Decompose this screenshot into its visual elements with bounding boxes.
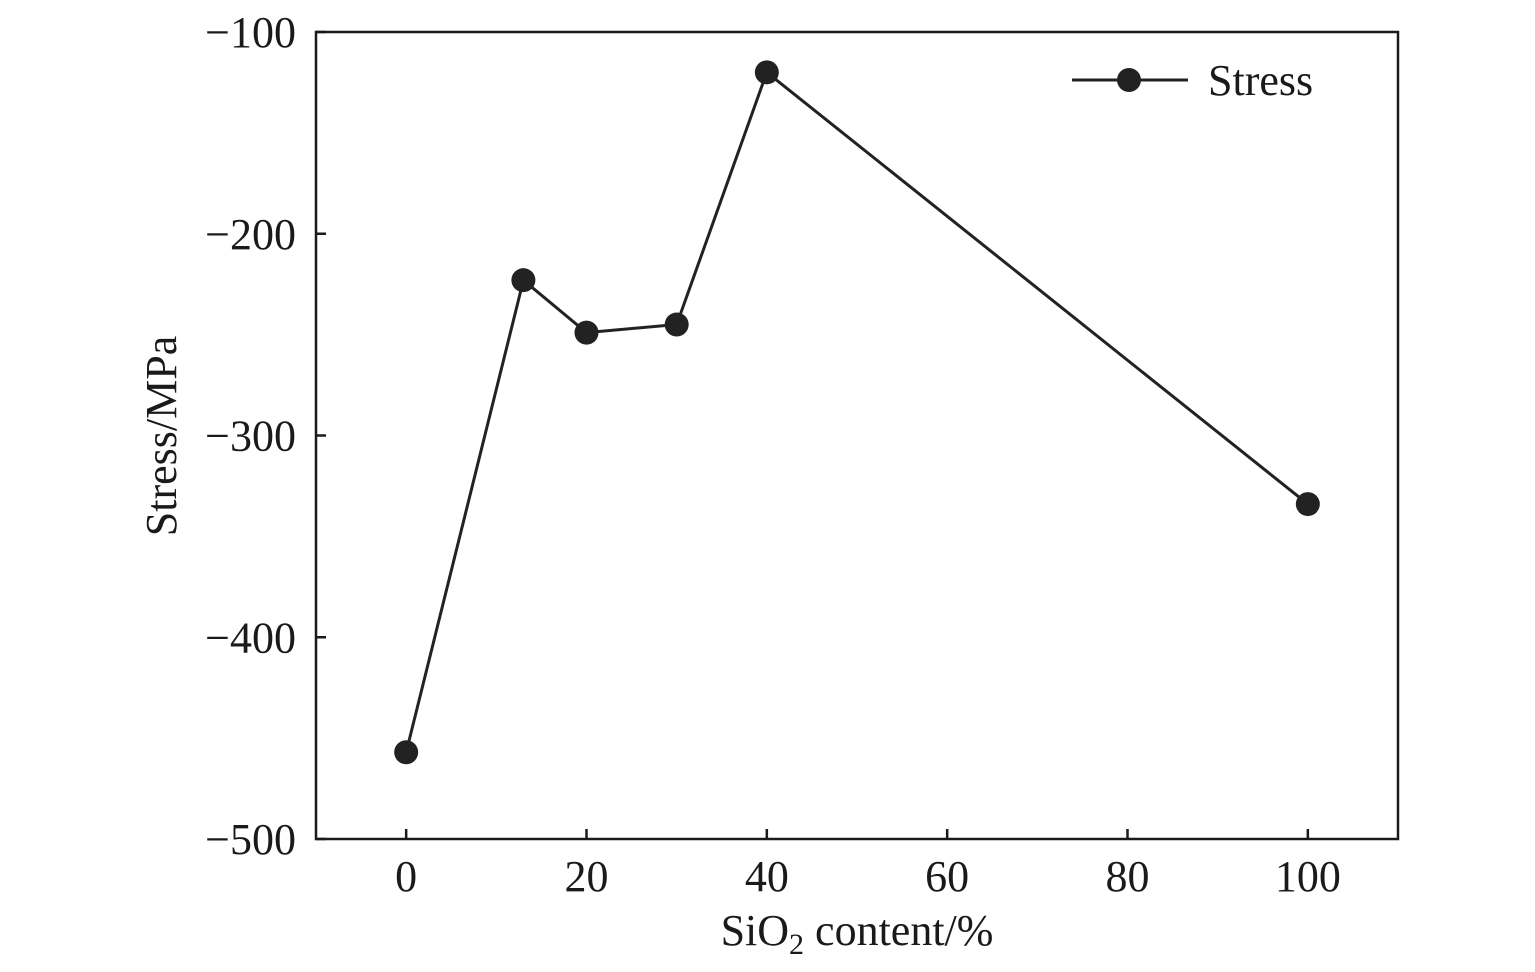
legend: Stress [1072,56,1313,105]
plot-frame-group [314,30,1400,841]
y-axis-title: Stress/MPa [137,336,186,536]
x-tick-label: 20 [565,852,609,901]
x-axis-title: SiO2 content/% [721,906,994,961]
x-axis-title-suffix: content/% [804,906,993,955]
y-tick-label: −400 [205,613,296,662]
data-point-stress [574,320,599,345]
data-point-stress [511,268,536,293]
data-point-stress [754,60,779,85]
x-axis: 0 20 40 60 80 100 [395,829,1341,901]
legend-label-stress: Stress [1208,56,1313,105]
x-tick-label: 60 [925,852,969,901]
x-tick-label: 0 [395,852,417,901]
plot-frame [314,30,1400,841]
series-line-stress [404,70,1309,753]
y-tick-label: −500 [205,815,296,864]
legend-marker [1117,68,1141,92]
data-point-stress [1295,492,1320,517]
y-tick-label: −300 [205,412,296,461]
y-axis: −100 −200 −300 −400 −500 [205,8,326,864]
series-group [394,60,1320,765]
x-axis-title-subscript: 2 [789,928,804,961]
y-tick-label: −200 [205,210,296,259]
x-tick-label: 100 [1275,852,1341,901]
x-axis-title-prefix: SiO [721,906,789,955]
data-point-stress [664,312,689,337]
data-point-stress [394,740,419,765]
x-tick-label: 40 [745,852,789,901]
y-tick-label: −100 [205,8,296,57]
x-tick-label: 80 [1106,852,1150,901]
